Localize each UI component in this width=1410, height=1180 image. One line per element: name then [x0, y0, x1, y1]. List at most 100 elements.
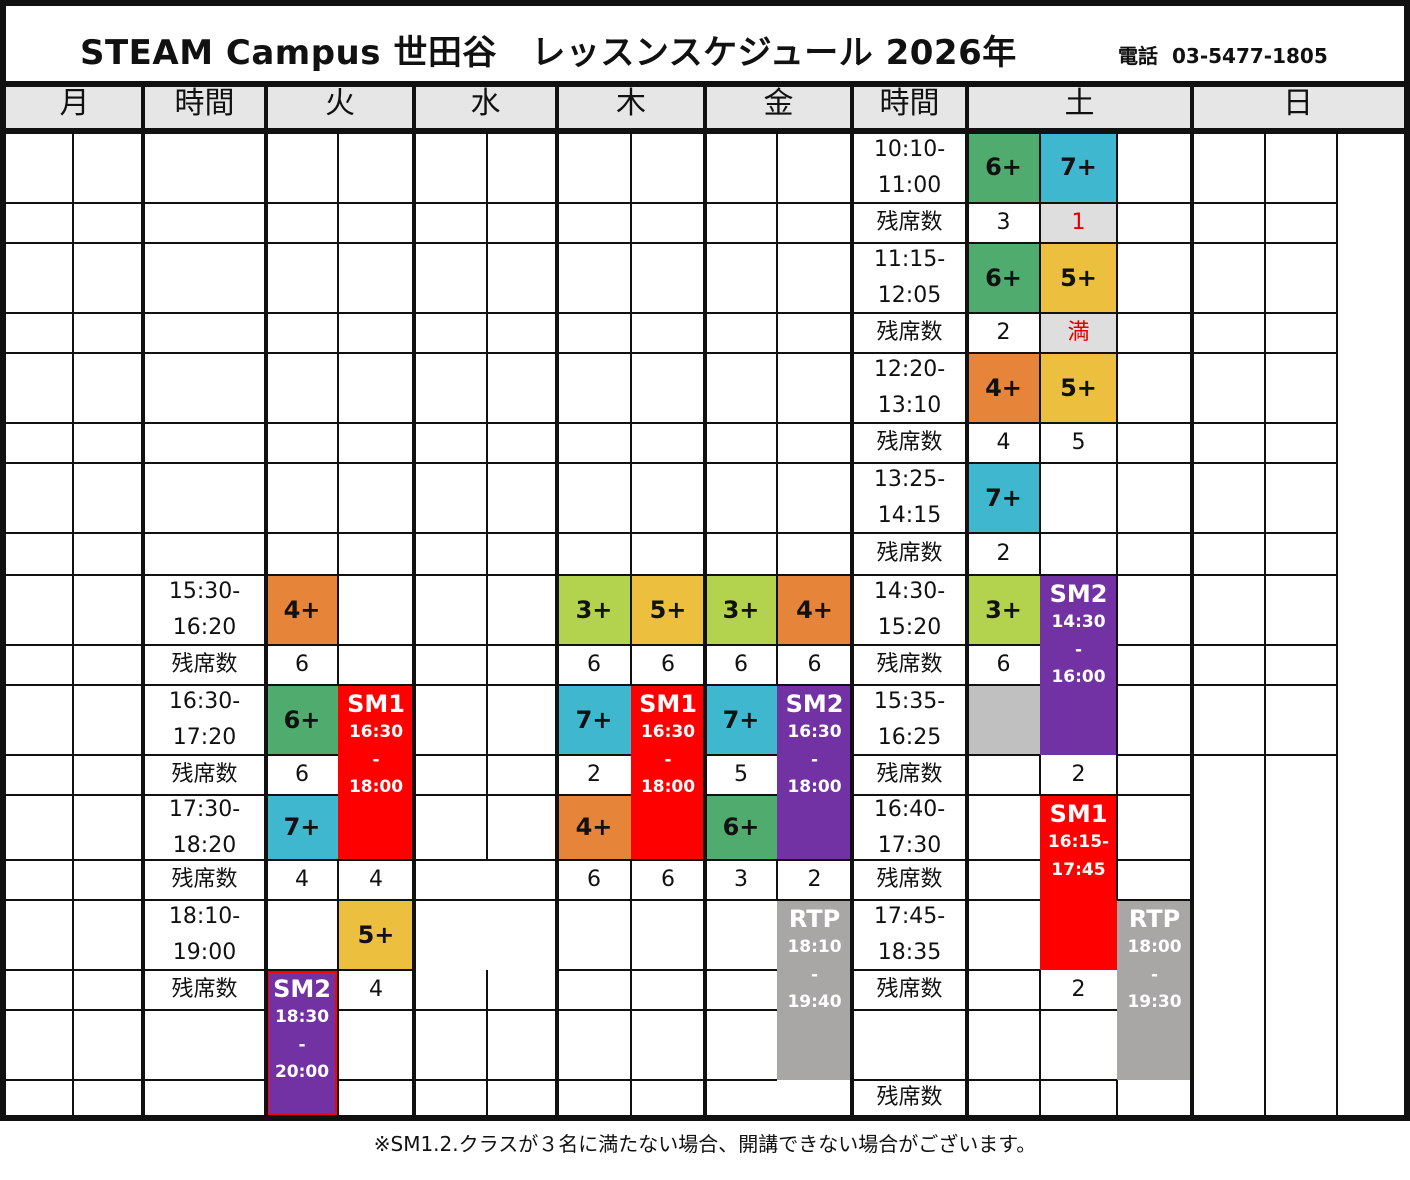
grid-line	[141, 84, 145, 1116]
grid-line	[266, 352, 338, 354]
grid-line	[6, 754, 73, 756]
grid-line	[1117, 899, 1192, 901]
grid-line	[73, 754, 143, 756]
grid-line	[6, 462, 73, 464]
grid-line	[1040, 1079, 1117, 1081]
grid-line	[852, 684, 967, 686]
closed-slot	[967, 685, 1040, 755]
grid-line	[414, 794, 487, 796]
grid-line	[1190, 84, 1194, 1116]
grid-line	[143, 532, 266, 534]
grid-line	[967, 242, 1040, 244]
grid-line	[777, 202, 852, 204]
grid-line	[487, 684, 557, 686]
seat-count-sat-1115-b: 満	[1040, 313, 1117, 353]
day-header-thu: 木	[616, 85, 646, 121]
class-level-sat-1115-b: 5+	[1040, 243, 1117, 313]
grid-line	[705, 462, 777, 464]
grid-line	[631, 644, 705, 646]
grid-line	[338, 1079, 414, 1081]
sm2-block-fri-time: 16:30 - 18:00	[787, 722, 842, 797]
grid-line	[776, 132, 778, 685]
time-slot: 17:45- 18:35	[873, 904, 946, 965]
seats-label: 残席数	[171, 652, 238, 678]
grid-line	[967, 1009, 1040, 1011]
grid-line	[1265, 462, 1337, 464]
grid-line	[557, 202, 631, 204]
day-header-wed: 水	[470, 85, 501, 121]
grid-line	[1040, 202, 1117, 204]
seats-label: 残席数	[876, 320, 943, 346]
grid-line	[705, 312, 777, 314]
grid-line	[852, 202, 967, 204]
grid-line	[338, 684, 414, 686]
grid-line	[143, 754, 266, 756]
seat-count-sat-1430-a: 6	[996, 652, 1011, 678]
grid-line	[6, 574, 73, 576]
sm2-block-tue-time: 18:30 - 20:00	[274, 1007, 330, 1082]
seat-count-fri-1630: 5	[734, 762, 748, 788]
grid-line	[414, 312, 487, 314]
sm1-block-tue-label: SM1	[347, 690, 405, 718]
grid-line	[487, 574, 557, 576]
grid-line	[143, 899, 266, 901]
time-slot: 18:10- 19:00	[168, 904, 241, 965]
grid-line	[266, 462, 338, 464]
grid-line	[338, 422, 414, 424]
seats-label: 残席数	[876, 977, 943, 1003]
grid-line	[73, 242, 143, 244]
seat-count-sat-1220-a: 4	[996, 430, 1011, 456]
grid-line	[1117, 422, 1192, 424]
grid-line	[557, 532, 631, 534]
sm1-block-tue: SM1 16:30 - 18:00	[338, 685, 414, 860]
grid-line	[777, 462, 852, 464]
rtp-block-fri-time: 18:10 - 19:40	[787, 937, 842, 1012]
time-slot: 14:30- 15:20	[873, 579, 946, 640]
seat-count-fri-1530-b: 6	[807, 652, 822, 678]
grid-line	[6, 684, 73, 686]
grid-line	[414, 352, 487, 354]
grid-line	[852, 352, 967, 354]
grid-line	[143, 644, 266, 646]
grid-line	[852, 754, 967, 756]
grid-line	[852, 969, 967, 971]
grid-line	[776, 860, 778, 900]
grid-line	[72, 132, 74, 1116]
grid-line	[630, 860, 632, 1116]
sm2-block-sat-label: SM2	[1049, 580, 1108, 608]
grid-line	[850, 84, 854, 1116]
grid-line	[777, 859, 852, 861]
grid-line	[967, 312, 1040, 314]
grid-line	[967, 462, 1040, 464]
grid-line	[1192, 684, 1265, 686]
grid-line	[6, 969, 73, 971]
grid-line	[143, 1009, 266, 1011]
grid-line	[1117, 462, 1192, 464]
class-level-sat-1430-a: 3+	[967, 575, 1040, 645]
grid-line	[852, 644, 967, 646]
grid-line	[1116, 1080, 1118, 1116]
grid-line	[143, 684, 266, 686]
grid-line	[705, 969, 777, 971]
grid-line	[0, 128, 1410, 134]
sm1-block-thu: SM1 16:30 - 18:00	[631, 685, 705, 860]
phone-number: 03-5477-1805	[1172, 44, 1328, 68]
grid-line	[967, 644, 1040, 646]
grid-line	[967, 1079, 1040, 1081]
grid-line	[557, 1079, 631, 1081]
grid-line	[266, 969, 338, 971]
grid-line	[631, 532, 705, 534]
grid-line	[73, 644, 143, 646]
seats-label: 残席数	[876, 210, 943, 236]
rtp-block-sat-label: RTP	[1128, 905, 1181, 933]
grid-line	[143, 969, 266, 971]
seat-count-fri-1730-b: 2	[807, 867, 822, 893]
grid-line	[631, 859, 705, 861]
grid-line	[487, 352, 557, 354]
seats-label: 残席数	[876, 867, 943, 893]
grid-line	[1040, 242, 1117, 244]
grid-line	[143, 794, 266, 796]
grid-line	[631, 312, 705, 314]
grid-line	[557, 574, 631, 576]
seats-label: 残席数	[876, 430, 943, 456]
